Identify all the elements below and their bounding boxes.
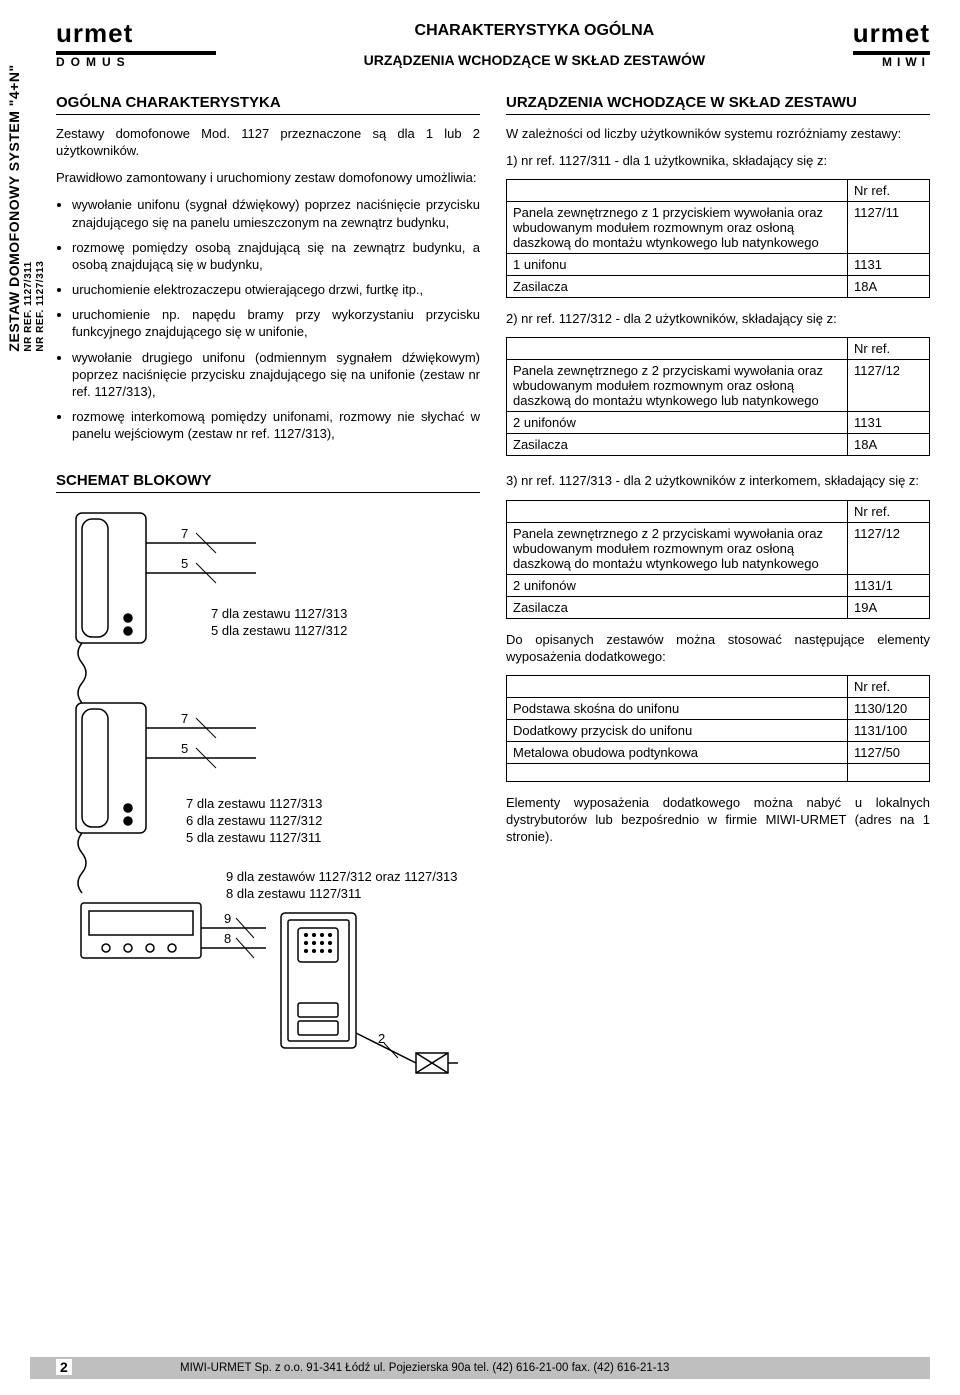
right-column: URZĄDZENIA WCHODZĄCE W SKŁAD ZESTAWU W z…	[506, 94, 930, 468]
two-columns: OGÓLNA CHARAKTERYSTYKA Zestawy domofonow…	[56, 94, 930, 468]
block-diagram: 7 5 7 dla zestawu 1127/313 5 dla zestawu…	[56, 503, 480, 1098]
t3r3b: 19A	[848, 596, 930, 618]
t4r2a: Dodatkowy przycisk do unifonu	[507, 719, 848, 741]
side-ref2: NR REF. 1127/313	[35, 60, 47, 352]
d-t4: 6 dla zestawu 1127/312	[186, 813, 322, 828]
nr-ref-head: Nr ref.	[848, 338, 930, 360]
logo-right-sub: MIWI	[853, 55, 930, 69]
side-main: ZESTAW DOMOFONOWY SYSTEM "4+N"	[6, 64, 22, 351]
logo-left: urmet DOMUS	[56, 18, 216, 69]
t1r2a: 1 unifonu	[507, 254, 848, 276]
d-t1: 7 dla zestawu 1127/313	[211, 606, 347, 621]
d-t2: 5 dla zestawu 1127/312	[211, 623, 347, 638]
right-p1: W zależności od liczby użytkowników syst…	[506, 125, 930, 142]
title-line2: URZĄDZENIA WCHODZĄCE W SKŁAD ZESTAWÓW	[216, 52, 853, 68]
nr-ref-head: Nr ref.	[848, 180, 930, 202]
left-column: OGÓLNA CHARAKTERYSTYKA Zestawy domofonow…	[56, 94, 480, 468]
left-head: OGÓLNA CHARAKTERYSTYKA	[56, 94, 480, 115]
t4r1a: Podstawa skośna do unifonu	[507, 697, 848, 719]
logo-left-sub: DOMUS	[56, 55, 216, 69]
diagram-svg: 7 5 7 dla zestawu 1127/313 5 dla zestawu…	[56, 503, 466, 1093]
logo-left-brand: urmet	[56, 18, 216, 55]
d-n9: 9	[224, 911, 231, 926]
right-lower: 3) nr ref. 1127/313 - dla 2 użytkowników…	[506, 472, 930, 1098]
d-n5: 5	[181, 556, 188, 571]
d-n8: 8	[224, 931, 231, 946]
d-n5b: 5	[181, 741, 188, 756]
t4r3b: 1127/50	[848, 741, 930, 763]
t4r1b: 1130/120	[848, 697, 930, 719]
bullet: wywołanie drugiego unifonu (odmiennym sy…	[72, 349, 480, 400]
t2r2b: 1131	[848, 412, 930, 434]
side-ref1: NR REF. 1127/311	[23, 60, 35, 352]
bullet: uruchomienie np. napędu bramy przy wykor…	[72, 306, 480, 340]
bullet: rozmowę interkomową pomiędzy unifonami, …	[72, 408, 480, 442]
nr-ref-head: Nr ref.	[848, 675, 930, 697]
t1r1a: Panela zewnętrznego z 1 przyciskiem wywo…	[507, 202, 848, 254]
footer-text: MIWI-URMET Sp. z o.o. 91-341 Łódź ul. Po…	[180, 1362, 669, 1374]
table-3: Nr ref. Panela zewnętrznego z 2 przycisk…	[506, 500, 930, 619]
bullet: uruchomienie elektrozaczepu otwierająceg…	[72, 281, 480, 298]
schemat-col: SCHEMAT BLOKOWY 7 5	[56, 472, 480, 1098]
lower-columns: SCHEMAT BLOKOWY 7 5	[56, 472, 930, 1098]
t2r1b: 1127/12	[848, 360, 930, 412]
side-text: ZESTAW DOMOFONOWY SYSTEM "4+N" NR REF. 1…	[6, 60, 47, 352]
d-t6: 9 dla zestawów 1127/312 oraz 1127/313	[226, 869, 458, 884]
t3r3a: Zasilacza	[507, 596, 848, 618]
t3r2b: 1131/1	[848, 574, 930, 596]
title-line1: CHARAKTERYSTYKA OGÓLNA	[216, 22, 853, 40]
t2r3b: 18A	[848, 434, 930, 456]
right-p3: Elementy wyposażenia dodatkowego można n…	[506, 794, 930, 845]
page-number: 2	[56, 1359, 72, 1375]
logo-right-brand: urmet	[853, 18, 930, 55]
schemat-head: SCHEMAT BLOKOWY	[56, 472, 480, 493]
right-p2: Do opisanych zestawów można stosować nas…	[506, 631, 930, 665]
t1r3b: 18A	[848, 276, 930, 298]
side-label: ZESTAW DOMOFONOWY SYSTEM "4+N" NR REF. 1…	[6, 60, 34, 640]
left-bullets: wywołanie unifonu (sygnał dźwiękowy) pop…	[56, 196, 480, 442]
t1r2b: 1131	[848, 254, 930, 276]
left-p1: Zestawy domofonowe Mod. 1127 przeznaczon…	[56, 125, 480, 159]
table-1: Nr ref. Panela zewnętrznego z 1 przycisk…	[506, 179, 930, 298]
t3r2a: 2 unifonów	[507, 574, 848, 596]
nr-ref-head: Nr ref.	[848, 500, 930, 522]
t3r1a: Panela zewnętrznego z 2 przyciskami wywo…	[507, 522, 848, 574]
page-title: CHARAKTERYSTYKA OGÓLNA URZĄDZENIA WCHODZ…	[216, 18, 853, 68]
t3r1b: 1127/12	[848, 522, 930, 574]
t2r3a: Zasilacza	[507, 434, 848, 456]
table-2: Nr ref. Panela zewnętrznego z 2 przycisk…	[506, 337, 930, 456]
t4r2b: 1131/100	[848, 719, 930, 741]
grp3-title: 3) nr ref. 1127/313 - dla 2 użytkowników…	[506, 472, 930, 489]
logo-right: urmet MIWI	[853, 18, 930, 69]
t1r1b: 1127/11	[848, 202, 930, 254]
bullet: wywołanie unifonu (sygnał dźwiękowy) pop…	[72, 196, 480, 230]
right-head: URZĄDZENIA WCHODZĄCE W SKŁAD ZESTAWU	[506, 94, 930, 115]
left-p2: Prawidłowo zamontowany i uruchomiony zes…	[56, 169, 480, 186]
d-t3: 7 dla zestawu 1127/313	[186, 796, 322, 811]
grp1-title: 1) nr ref. 1127/311 - dla 1 użytkownika,…	[506, 152, 930, 169]
table-4: Nr ref. Podstawa skośna do unifonu1130/1…	[506, 675, 930, 782]
t2r2a: 2 unifonów	[507, 412, 848, 434]
d-n7b: 7	[181, 711, 188, 726]
d-n7: 7	[181, 526, 188, 541]
footer: MIWI-URMET Sp. z o.o. 91-341 Łódź ul. Po…	[30, 1357, 930, 1381]
header: urmet DOMUS CHARAKTERYSTYKA OGÓLNA URZĄD…	[56, 18, 930, 88]
t4r3a: Metalowa obudowa podtynkowa	[507, 741, 848, 763]
footer-bg: MIWI-URMET Sp. z o.o. 91-341 Łódź ul. Po…	[30, 1357, 930, 1379]
t2r1a: Panela zewnętrznego z 2 przyciskami wywo…	[507, 360, 848, 412]
d-t5: 5 dla zestawu 1127/311	[186, 830, 321, 845]
bullet: rozmowę pomiędzy osobą znajdującą się na…	[72, 239, 480, 273]
d-t7: 8 dla zestawu 1127/311	[226, 886, 361, 901]
grp2-title: 2) nr ref. 1127/312 - dla 2 użytkowników…	[506, 310, 930, 327]
t1r3a: Zasilacza	[507, 276, 848, 298]
page-root: ZESTAW DOMOFONOWY SYSTEM "4+N" NR REF. 1…	[0, 0, 960, 1395]
